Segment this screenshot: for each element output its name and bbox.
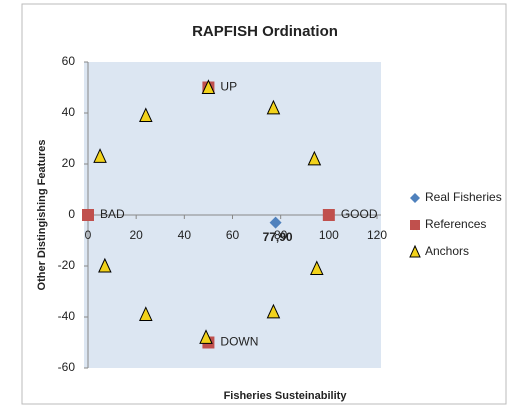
point	[307, 150, 322, 166]
point	[199, 329, 213, 344]
y-tick-label: 60	[62, 54, 76, 68]
point	[269, 216, 282, 229]
y-tick-label: -40	[58, 309, 76, 323]
legend-label: Anchors	[425, 244, 469, 258]
point	[82, 209, 94, 221]
point	[266, 99, 281, 115]
legend-marker	[410, 220, 420, 230]
y-tick-label: 40	[62, 105, 76, 119]
x-tick-label: 60	[226, 228, 240, 242]
y-tick-label: -20	[58, 258, 76, 272]
point	[139, 107, 153, 123]
x-tick-label: 0	[85, 228, 92, 242]
x-tick-label: 120	[367, 228, 387, 242]
legend-marker	[409, 244, 421, 258]
point	[266, 303, 281, 319]
chart-title: RAPFISH Ordination	[192, 23, 338, 40]
x-tick-label: 100	[319, 228, 339, 242]
point	[201, 79, 216, 94]
point	[310, 260, 324, 276]
point	[139, 306, 153, 321]
y-tick-label: 0	[68, 207, 75, 221]
point	[98, 257, 112, 273]
point-label: GOOD	[341, 207, 378, 221]
x-tick-label: 80	[274, 228, 288, 242]
legend-label: References	[425, 217, 486, 231]
point	[93, 148, 107, 163]
legend-marker	[410, 193, 420, 203]
x-tick-label: 20	[129, 228, 143, 242]
point-label: UP	[220, 80, 237, 94]
point-label: BAD	[100, 207, 125, 221]
data-label: 77,90	[263, 230, 293, 244]
y-tick-label: -60	[58, 360, 76, 374]
x-axis-title: Fisheries Susteinability	[224, 390, 348, 402]
point	[322, 209, 335, 221]
y-tick-label: 20	[62, 156, 76, 170]
point-label: DOWN	[220, 335, 258, 349]
y-axis-title: Other Distingishing Features	[36, 140, 48, 291]
x-tick-label: 40	[178, 228, 192, 242]
legend-label: Real Fisheries	[425, 190, 502, 204]
